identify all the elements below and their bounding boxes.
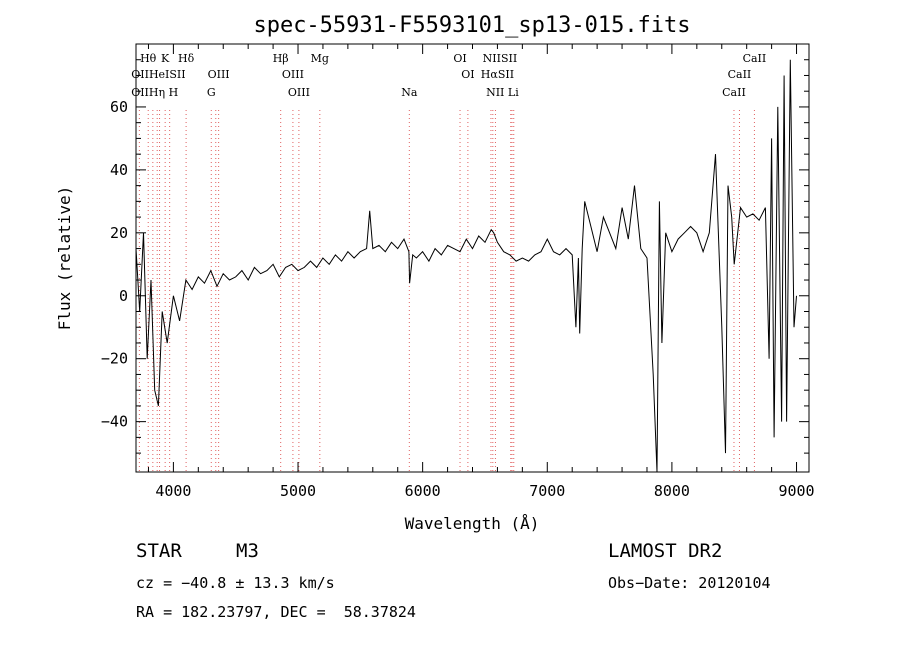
y-tick-label: 0 (119, 287, 128, 305)
spectral-line-label: CaII (743, 52, 767, 65)
spectral-line-label: CaII (728, 68, 752, 81)
ra-dec-coordinates: RA = 182.23797, DEC = 58.37824 (136, 603, 416, 621)
spectral-line-label: Hδ (178, 52, 195, 65)
x-tick-label: 4000 (155, 482, 191, 500)
subclass: M3 (236, 540, 259, 562)
spectrum-line (135, 59, 797, 473)
redshift-cz: cz = −40.8 ± 13.3 km/s (136, 574, 335, 592)
y-axis: −40 −20 0 20 40 60 (101, 59, 809, 454)
y-tick-label: 20 (110, 224, 128, 242)
chart-title: spec-55931-F5593101_sp13-015.fits (253, 13, 690, 38)
spectral-line-label: NII Li (486, 86, 519, 99)
x-axis: 4000 5000 6000 7000 8000 9000 (147, 44, 815, 500)
spectral-line-label: OIIHeISII (131, 68, 185, 81)
x-tick-label: 8000 (654, 482, 690, 500)
x-tick-label: 5000 (280, 482, 316, 500)
spectral-line-label: HαSII (481, 68, 514, 81)
spectral-line-markers (138, 110, 755, 472)
spectral-line-label: Hβ (273, 52, 289, 65)
x-tick-label: 9000 (778, 482, 814, 500)
spectral-line-label: G (207, 86, 216, 99)
spectrum-series (135, 59, 797, 473)
spectral-line-label: NIISII (483, 52, 518, 65)
y-tick-label: −20 (101, 350, 128, 368)
spectral-line-label: OI (453, 52, 466, 65)
spectral-line-label: OIIHη H (131, 86, 178, 99)
observation-date: Obs−Date: 20120104 (608, 574, 771, 592)
survey-label: LAMOST DR2 (608, 540, 723, 562)
spectral-line-label: Na (401, 86, 418, 99)
spectral-line-label: CaII (722, 86, 746, 99)
spectral-line-label: Mg (311, 52, 329, 65)
object-type: STAR (136, 540, 182, 562)
y-tick-label: 40 (110, 161, 128, 179)
spectral-line-label: OI (461, 68, 474, 81)
spectral-line-label: K (161, 52, 170, 65)
y-tick-label: −40 (101, 413, 128, 431)
spectral-line-label: OIII (288, 86, 310, 99)
spectral-line-labels: Hθ K Hδ Hβ Mg OI NIISII CaII OIIHeISII OIII OIII OI… (131, 52, 766, 99)
plot-frame (135, 43, 810, 473)
y-axis-label: Flux (relative) (55, 186, 74, 331)
spectral-line-label: OIII (282, 68, 304, 81)
spectral-line-label: OIII (208, 68, 230, 81)
x-tick-label: 7000 (529, 482, 565, 500)
x-axis-label: Wavelength (Å) (405, 514, 540, 533)
y-tick-label: 60 (110, 98, 128, 116)
x-tick-label: 6000 (405, 482, 441, 500)
spectral-line-label: Hθ (140, 52, 157, 65)
